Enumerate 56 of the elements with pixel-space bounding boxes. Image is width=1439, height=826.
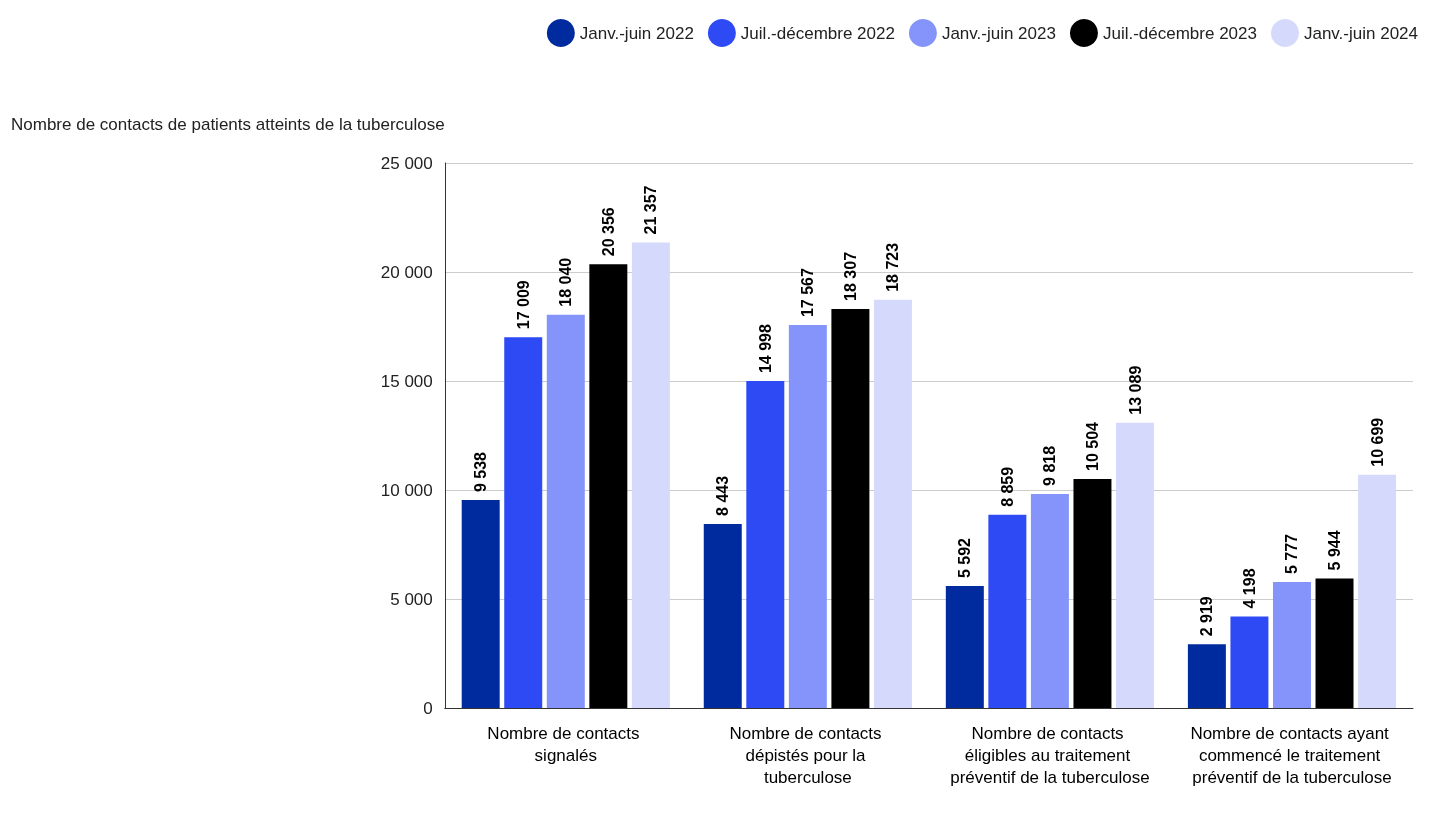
x-tick-label: Nombre de contacts éligibles au traitement préventif de la tuberculose: [950, 723, 1150, 787]
data-label: 2 919: [1198, 596, 1216, 637]
bar: [631, 242, 670, 708]
y-tick-label: 15 000: [380, 371, 433, 391]
data-label: 9 818: [1041, 445, 1059, 486]
y-tick-label: 0: [423, 698, 433, 718]
data-label: 14 998: [756, 324, 774, 374]
data-label: 18 040: [557, 257, 575, 307]
bar: [746, 381, 785, 708]
data-label: 17 567: [799, 268, 817, 318]
x-tick-label: Nombre de contacts signalés: [487, 723, 645, 765]
data-label: 5 944: [1326, 530, 1344, 571]
bar: [1187, 644, 1226, 708]
y-tick-label: 10 000: [380, 480, 433, 500]
data-label: 20 356: [599, 207, 617, 257]
bar: [831, 308, 870, 708]
data-label: 21 357: [642, 185, 660, 235]
bar: [1116, 422, 1154, 708]
legend-label: Juil.-décembre 2022: [740, 23, 895, 43]
data-label: 5 777: [1283, 533, 1301, 575]
bar: [873, 299, 912, 708]
bar: [945, 586, 984, 708]
bar: [788, 325, 827, 708]
bar: [1030, 493, 1069, 708]
legend-label: Janv.-juin 2022: [579, 23, 694, 43]
bar: [504, 337, 543, 708]
bar: [1358, 474, 1397, 708]
data-label: 18 723: [884, 242, 902, 292]
x-tick-label: Nombre de contacts dépistés pour la tuberculose: [729, 723, 887, 787]
data-label: 17 009: [514, 280, 532, 330]
y-tick-label: 5 000: [390, 589, 433, 609]
y-tick-label: 25 000: [380, 153, 433, 173]
data-label: 9 538: [472, 451, 490, 493]
data-label: 18 307: [841, 251, 859, 301]
bar: [1315, 578, 1354, 708]
bar: [546, 314, 585, 708]
data-label: 10 699: [1368, 417, 1386, 467]
data-label: 5 592: [956, 537, 974, 579]
data-label: 8 443: [714, 475, 732, 516]
bar: [461, 500, 500, 708]
x-tick-label: Nombre de contacts ayant commencé le traitement préventif de la tuberculose: [1190, 723, 1394, 787]
y-tick-label: 20 000: [380, 262, 433, 282]
legend-label: Janv.-juin 2024: [1303, 23, 1419, 43]
data-label: 10 504: [1083, 421, 1101, 472]
data-label: 13 089: [1126, 365, 1144, 415]
y-axis-title: Nombre de contacts de patients atteints de la tuberculose: [10, 114, 445, 134]
bar: [703, 523, 742, 708]
data-label: 4 198: [1240, 568, 1258, 609]
bar: [1073, 479, 1112, 708]
bar: [1272, 582, 1311, 708]
bar: [589, 264, 628, 708]
bar: [1230, 616, 1269, 708]
legend-label: Juil.-décembre 2023: [1102, 23, 1257, 43]
legend-label: Janv.-juin 2023: [941, 23, 1056, 43]
bar: [988, 514, 1027, 708]
data-label: 8 859: [998, 466, 1016, 507]
